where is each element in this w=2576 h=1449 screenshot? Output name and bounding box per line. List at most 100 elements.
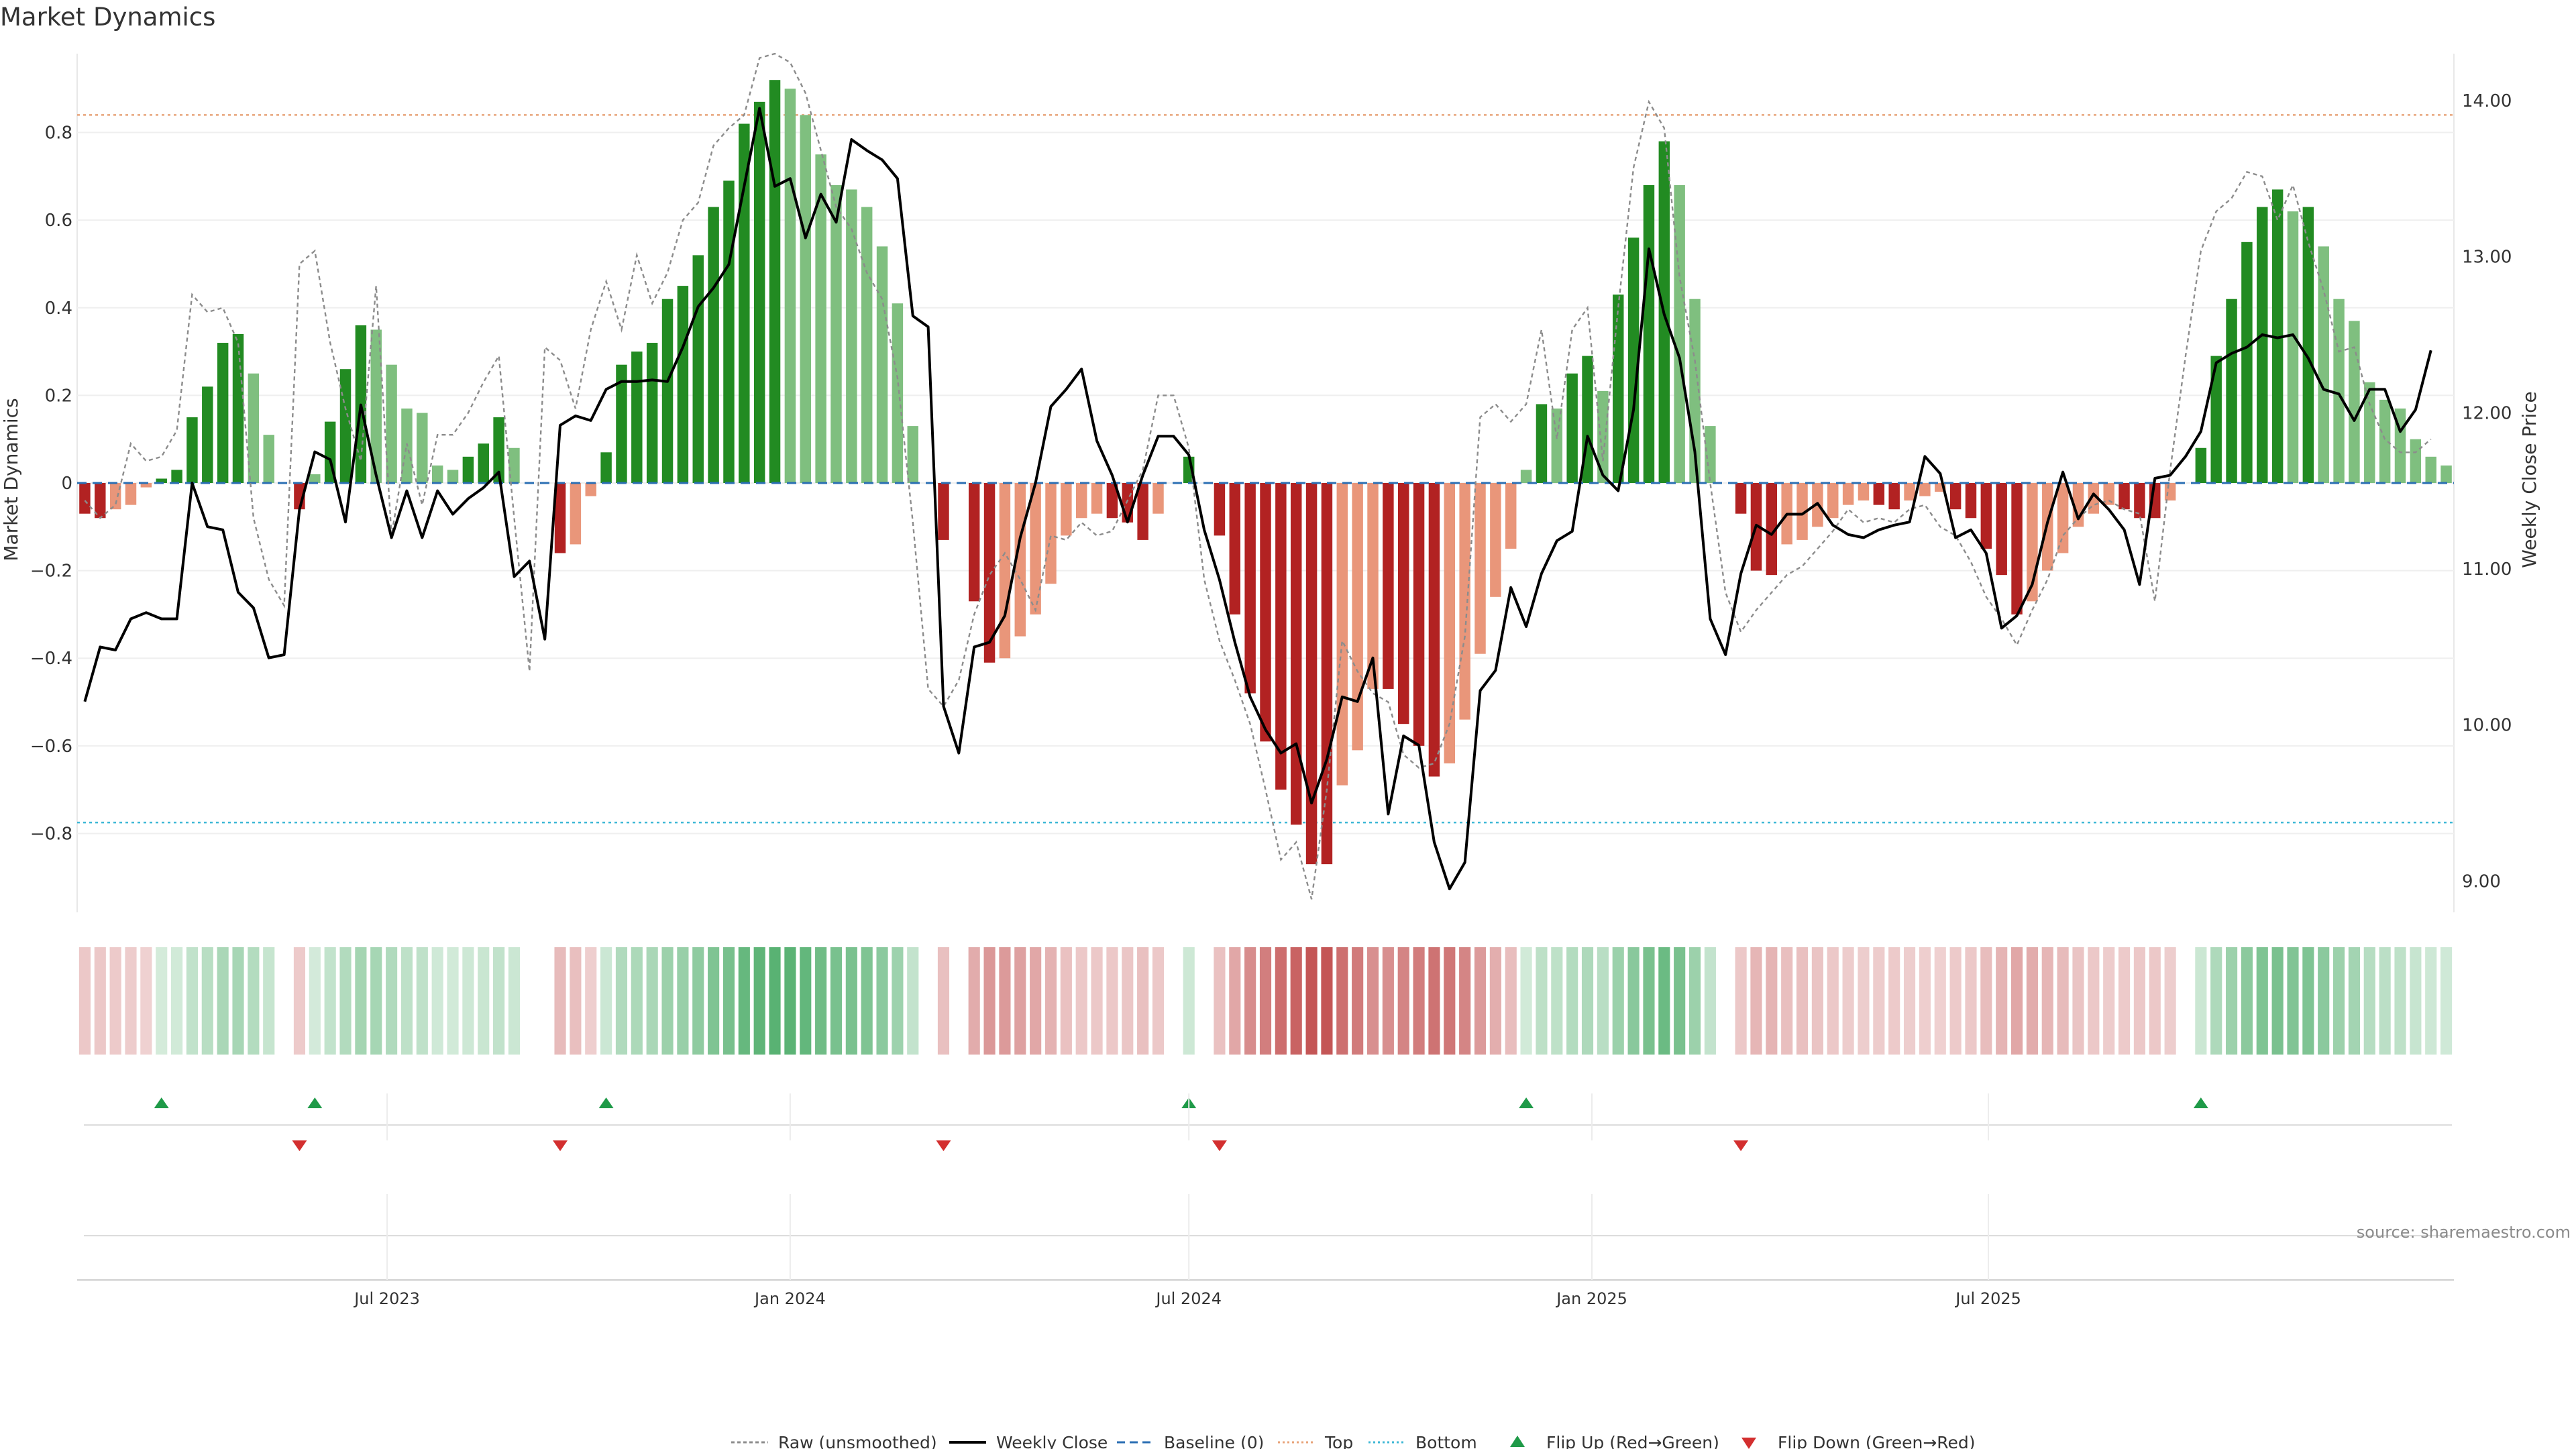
regime-cell xyxy=(1505,947,1517,1055)
momentum-bar xyxy=(1260,483,1271,742)
regime-cell xyxy=(1903,947,1916,1055)
momentum-bar xyxy=(1383,483,1394,689)
source-note: source: sharemaestro.com xyxy=(2357,1223,2571,1242)
legend-label: Top xyxy=(1324,1433,1353,1449)
regime-cell xyxy=(661,947,674,1055)
momentum-bar xyxy=(1674,184,1685,483)
flip-down-marker xyxy=(1733,1140,1749,1151)
legend-label: Raw (unsmoothed) xyxy=(778,1433,937,1449)
regime-cell xyxy=(1888,947,1900,1055)
momentum-bar xyxy=(1490,483,1501,597)
regime-cell xyxy=(1873,947,1885,1055)
momentum-bar xyxy=(1275,483,1287,790)
regime-cell xyxy=(431,947,443,1055)
regime-cell xyxy=(861,947,873,1055)
momentum-bar xyxy=(600,452,612,483)
momentum-bar xyxy=(1413,483,1425,746)
momentum-bar xyxy=(876,246,888,483)
regime-cell xyxy=(2195,947,2207,1055)
regime-cell xyxy=(1290,947,1302,1055)
regime-cell xyxy=(1766,947,1778,1055)
momentum-bar xyxy=(1030,483,1041,614)
momentum-bar xyxy=(248,373,260,483)
momentum-bar xyxy=(784,89,796,484)
regime-cell xyxy=(493,947,505,1055)
momentum-bar xyxy=(1735,483,1747,514)
regime-cell xyxy=(1980,947,1992,1055)
momentum-bar xyxy=(1965,483,1977,519)
flip-marker-panel xyxy=(84,1097,2452,1151)
momentum-bar xyxy=(1367,483,1379,689)
regime-cell xyxy=(1934,947,1946,1055)
momentum-bar xyxy=(2103,483,2114,505)
regime-cell xyxy=(1996,947,2008,1055)
regime-cell xyxy=(1122,947,1134,1055)
regime-cell xyxy=(2118,947,2131,1055)
regime-cell xyxy=(447,947,459,1055)
regime-cell xyxy=(1382,947,1394,1055)
momentum-bar xyxy=(2440,465,2452,483)
regime-cell xyxy=(1581,947,1594,1055)
regime-cell xyxy=(708,947,720,1055)
regime-cell xyxy=(232,947,244,1055)
momentum-bar xyxy=(125,483,137,505)
regime-cell xyxy=(2440,947,2453,1055)
regime-cell xyxy=(2318,947,2330,1055)
momentum-bar xyxy=(79,483,91,514)
momentum-bar xyxy=(1949,483,1962,510)
regime-cell xyxy=(1811,947,1823,1055)
momentum-bar xyxy=(938,483,949,540)
regime-cell xyxy=(1336,947,1348,1055)
regime-cell xyxy=(1827,947,1839,1055)
momentum-bar xyxy=(570,483,582,545)
regime-cell xyxy=(1152,947,1165,1055)
regime-cell xyxy=(722,947,735,1055)
momentum-bar xyxy=(2271,189,2284,483)
regime-cell xyxy=(1352,947,1364,1055)
momentum-bar xyxy=(2241,241,2253,483)
momentum-bar xyxy=(1152,483,1164,514)
momentum-bar xyxy=(692,255,704,483)
regime-cell xyxy=(109,947,121,1055)
momentum-bar xyxy=(1014,483,1026,637)
regime-cell xyxy=(2241,947,2253,1055)
regime-cell xyxy=(999,947,1011,1055)
x-tick-label: Jan 2024 xyxy=(753,1289,826,1308)
left-tick-label: 0.2 xyxy=(45,386,72,406)
regime-cell xyxy=(2287,947,2299,1055)
momentum-bar xyxy=(1888,483,1900,510)
momentum-bar xyxy=(1106,483,1118,519)
regime-cell xyxy=(171,947,183,1055)
momentum-bar xyxy=(1980,483,1992,549)
regime-cell xyxy=(508,947,521,1055)
momentum-bar xyxy=(1229,483,1241,614)
flip-down-marker xyxy=(553,1140,568,1151)
momentum-bar xyxy=(2257,207,2268,483)
regime-cell xyxy=(1091,947,1103,1055)
regime-cell xyxy=(140,947,152,1055)
regime-cell xyxy=(876,947,888,1055)
momentum-bar xyxy=(1397,483,1409,724)
regime-cell xyxy=(800,947,812,1055)
regime-cell xyxy=(677,947,689,1055)
regime-cell xyxy=(1030,947,1042,1055)
right-tick-label: 11.00 xyxy=(2462,559,2512,580)
momentum-bar xyxy=(1305,483,1318,865)
flip-up-marker xyxy=(2193,1097,2208,1108)
legend-label: Flip Up (Red→Green) xyxy=(1546,1433,1719,1449)
momentum-bar xyxy=(2349,321,2360,483)
regime-cell xyxy=(125,947,137,1055)
flip-down-marker xyxy=(1212,1140,1227,1151)
momentum-bar xyxy=(708,207,719,483)
momentum-bar xyxy=(1122,483,1134,523)
chart-title: Market Dynamics xyxy=(0,3,215,32)
momentum-bar xyxy=(999,483,1011,659)
momentum-bar xyxy=(968,483,980,602)
left-tick-label: 0.4 xyxy=(45,299,72,319)
momentum-bar xyxy=(2011,483,2023,614)
regime-cell xyxy=(1413,947,1425,1055)
regime-cell xyxy=(1075,947,1087,1055)
regime-cell xyxy=(1229,947,1241,1055)
regime-cell xyxy=(1674,947,1686,1055)
